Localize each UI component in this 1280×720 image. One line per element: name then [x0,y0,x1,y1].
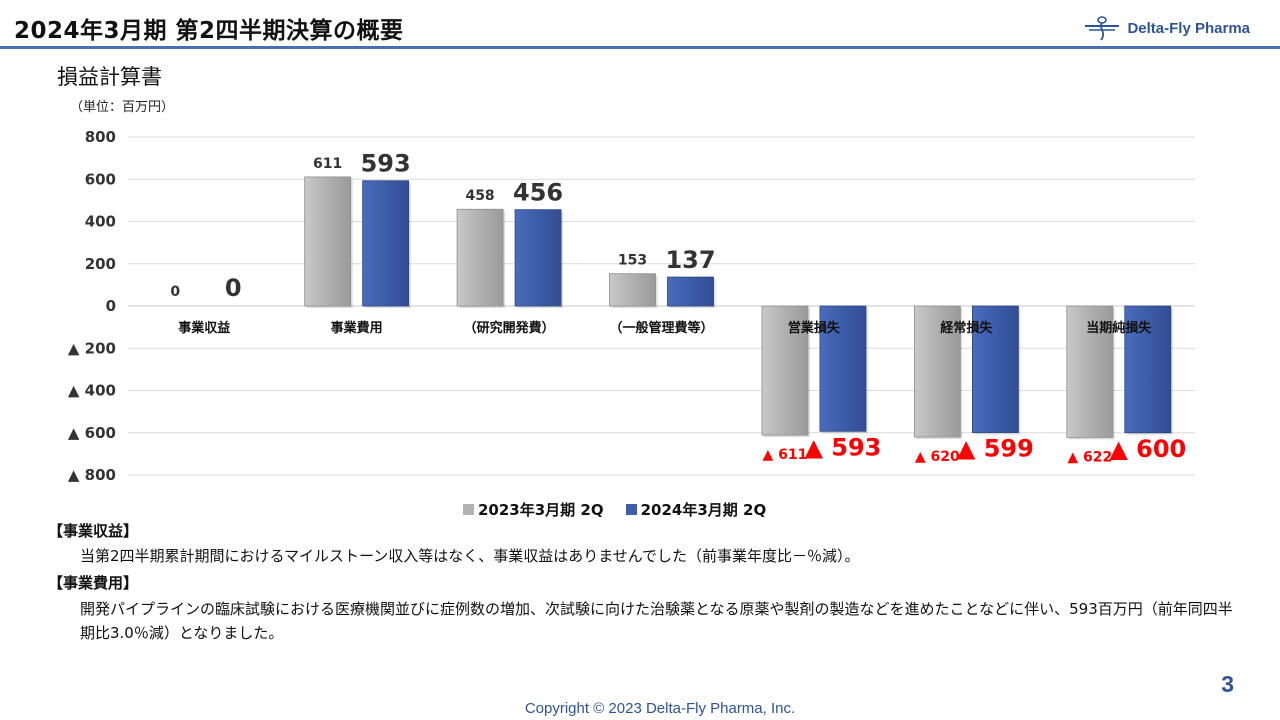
dragonfly-logo-icon [1085,16,1120,41]
legend-swatch-2023 [463,504,474,515]
note-heading-expenses: 【事業費用】 [48,574,139,592]
category-label: （研究開発費） [464,320,555,336]
note-text-expenses: 開発パイプラインの臨床試験における医療機関並びに症例数の増加、次試験に向けた治験… [80,600,1233,642]
legend-swatch-2024 [625,504,637,515]
data-label-2024: ▲ 593 [804,433,881,461]
y-tick-label: ▲ 600 [68,424,116,442]
bar-2024 [971,305,1019,433]
data-label-2024: 593 [361,150,411,178]
logo-text: Delta-Fly Pharma [1127,19,1250,37]
y-tick-label: 800 [85,128,116,146]
chart-legend: 2023年3月期 2Q 2024年3月期 2Q [463,499,766,520]
page-number: 3 [1221,671,1234,697]
bar-2023 [609,273,656,307]
unit-label: （単位：百万円） [70,100,175,115]
bar-2023 [761,305,809,436]
y-tick-label: 200 [85,255,116,273]
data-label-2024: 456 [513,179,563,207]
slide-title: 2024年3月期 第2四半期決算の概要 [14,18,404,44]
legend-item-2023: 2023年3月期 2Q [463,499,604,520]
legend-label-2024: 2024年3月期 2Q [640,501,767,519]
bar-2023 [304,176,352,307]
legend-item-2024: 2024年3月期 2Q [625,499,767,520]
data-label-2024: 137 [665,246,715,274]
legend-label-2023: 2023年3月期 2Q [478,501,604,519]
category-label: 営業損失 [788,320,841,336]
company-logo: Delta-Fly Pharma [1083,14,1250,42]
bar-2024 [819,305,867,432]
note-text-revenue: 当第2四半期累計期間におけるマイルストーン収入等はなく、事業収益はありませんでし… [80,547,860,565]
category-label: 事業収益 [178,320,230,336]
data-label-2023: 458 [465,188,494,204]
category-label: （一般管理費等） [609,320,713,336]
bar-2024 [362,180,410,307]
data-label-2023: 153 [618,253,647,269]
income-statement-chart: 800 600 400 200 0 ▲ 200 ▲ 400 ▲ 600 ▲ 800 0 0 事業収益 6… [68,128,1195,484]
data-label-2023: ▲ 611 [762,447,807,463]
y-tick-label: 400 [85,213,116,231]
y-tick-label: 0 [106,297,116,315]
data-label-2023: ▲ 622 [1067,449,1112,465]
copyright-text: Copyright © 2023 Delta-Fly Pharma, Inc. [524,700,796,717]
data-label-2024: ▲ 599 [957,435,1034,463]
bar-2023 [913,305,961,438]
bar-2024 [514,209,562,307]
bar-2024 [1124,305,1172,434]
title-underline [0,46,1280,49]
category-label: 当期純損失 [1086,320,1152,336]
data-label-2023: ▲ 620 [915,449,960,465]
y-tick-label: ▲ 800 [68,466,116,484]
y-tick-label: ▲ 400 [68,382,116,400]
category-label: 事業費用 [331,320,383,336]
bar-2024 [667,276,714,307]
data-label-2023: 611 [313,156,342,172]
category-label: 経常損失 [940,320,993,336]
section-subtitle: 損益計算書 [57,65,162,89]
y-tick-label: ▲ 200 [68,339,116,357]
note-heading-revenue: 【事業収益】 [48,522,139,540]
data-label-2024: ▲ 600 [1109,435,1186,463]
data-label-2023: 0 [170,284,180,300]
bar-2023 [1066,305,1114,438]
y-tick-label: 600 [85,170,116,188]
data-label-2024: 0 [225,274,242,302]
bar-2023 [456,208,504,307]
